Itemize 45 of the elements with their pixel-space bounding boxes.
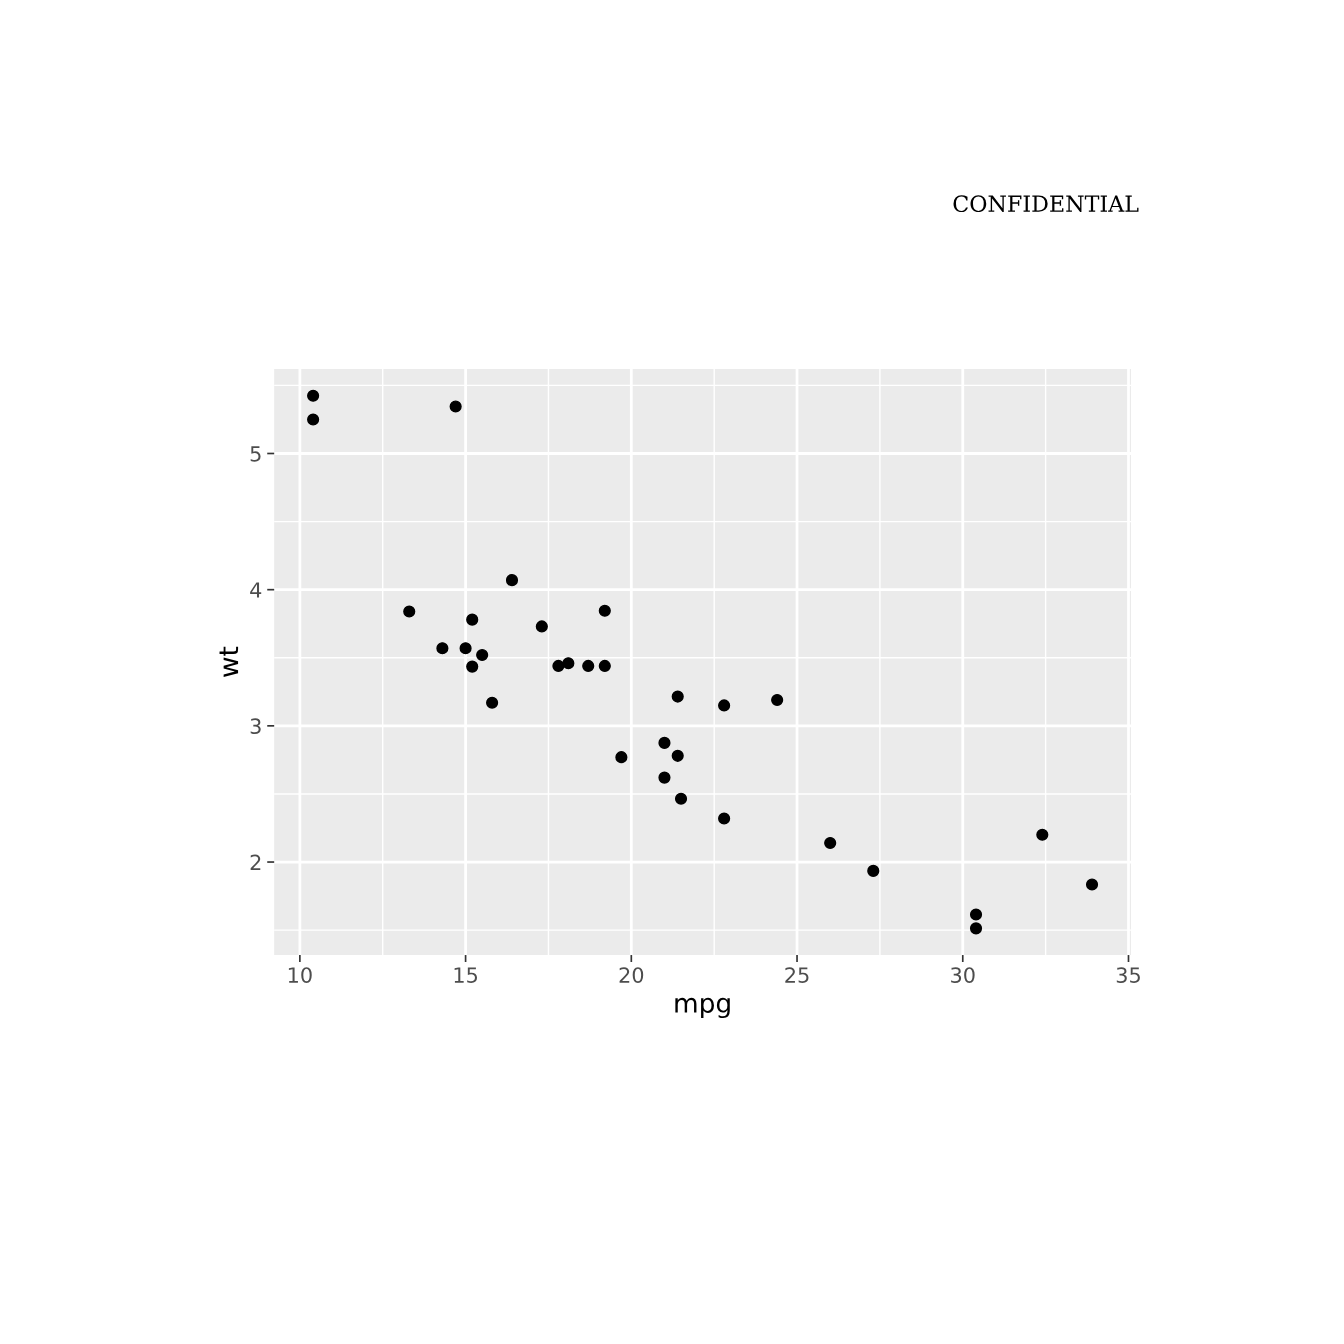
point xyxy=(867,864,880,877)
point xyxy=(459,642,472,655)
point xyxy=(436,642,449,655)
point xyxy=(1085,878,1099,891)
point xyxy=(771,693,784,707)
point xyxy=(969,908,983,921)
point xyxy=(552,659,565,673)
point xyxy=(671,690,684,703)
point xyxy=(615,751,628,764)
y-tick-label: 2 xyxy=(250,854,261,870)
point xyxy=(582,659,595,673)
point xyxy=(403,605,416,618)
point xyxy=(598,604,611,617)
point xyxy=(486,696,499,709)
y-tick-label: 3 xyxy=(250,718,261,735)
point xyxy=(674,792,688,805)
point xyxy=(535,620,548,633)
x-tick-label: 10 xyxy=(288,967,312,983)
point xyxy=(658,771,671,784)
x-tick-label: 20 xyxy=(619,967,644,983)
y-axis-title: wt xyxy=(219,646,239,677)
point xyxy=(969,922,983,935)
point xyxy=(718,812,731,825)
y-tick-label: 4 xyxy=(250,582,262,598)
x-tick-label: 30 xyxy=(951,967,975,983)
point xyxy=(718,699,731,712)
point xyxy=(466,660,479,673)
point xyxy=(598,659,611,673)
point xyxy=(562,657,575,670)
y-tick-label: 5 xyxy=(250,446,261,462)
point xyxy=(449,400,462,413)
point xyxy=(824,836,837,850)
x-tick-label: 15 xyxy=(454,967,478,983)
point xyxy=(1036,828,1049,841)
point xyxy=(307,389,320,402)
point xyxy=(671,749,684,762)
point xyxy=(466,613,479,626)
x-tick-label: 25 xyxy=(785,967,809,983)
point xyxy=(476,648,489,662)
point xyxy=(505,574,519,587)
x-tick-label: 35 xyxy=(1116,967,1140,983)
x-axis-title: mpg xyxy=(675,997,730,1019)
text: CONFIDENTIAL xyxy=(953,195,1139,213)
point xyxy=(307,413,320,426)
point xyxy=(658,736,671,749)
